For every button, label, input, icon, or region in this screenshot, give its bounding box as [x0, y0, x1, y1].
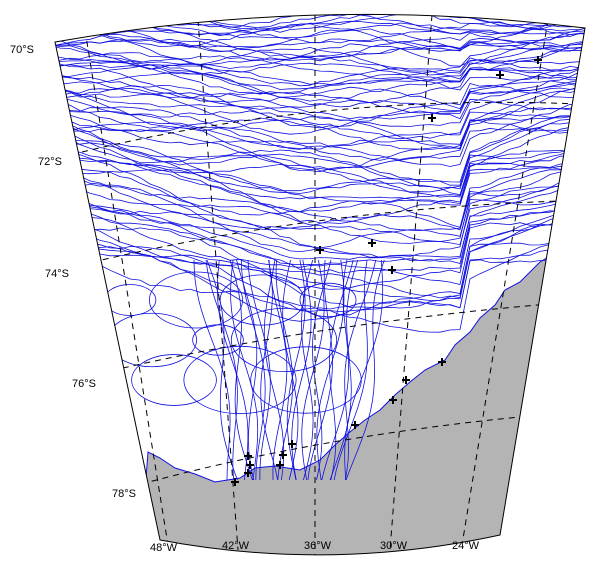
map-body: [0, 0, 611, 558]
lon-label: 30°W: [380, 540, 408, 552]
lon-label: 24°W: [452, 540, 480, 552]
lat-label: 78°S: [112, 488, 136, 500]
map: 70°S 72°S 74°S 76°S 78°S 48°W 42°W 36°W …: [0, 0, 611, 558]
lon-label: 42°W: [222, 540, 250, 552]
lon-label: 48°W: [150, 542, 178, 554]
lat-label: 72°S: [38, 156, 62, 168]
lat-label: 76°S: [72, 378, 96, 390]
lat-label: 74°S: [45, 268, 69, 280]
lat-label: 70°S: [10, 44, 34, 56]
lon-label: 36°W: [304, 540, 332, 552]
